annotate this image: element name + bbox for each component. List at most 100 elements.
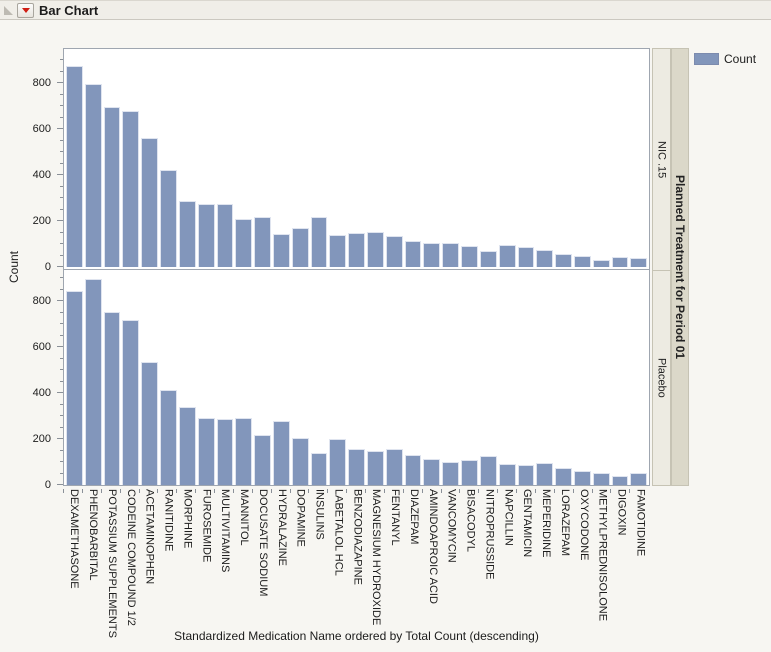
bar-multivitamins[interactable]: [216, 204, 234, 267]
bar-famotidine[interactable]: [630, 473, 648, 485]
bar-insulins[interactable]: [310, 453, 328, 485]
bar-ranitidine[interactable]: [160, 390, 177, 485]
bar-acetaminophen[interactable]: [141, 362, 159, 485]
bar-fentanyl[interactable]: [385, 449, 403, 485]
bar-magnesium-hydroxide[interactable]: [367, 232, 384, 267]
bar-labetalol-hcl[interactable]: [329, 439, 347, 485]
bar-magnesium-hydroxide[interactable]: [367, 451, 384, 485]
x-tick-label: MULTIVITAMINS: [214, 489, 233, 629]
bar-meperidine[interactable]: [536, 250, 554, 267]
bar-ranitidine[interactable]: [160, 170, 177, 267]
plot-frame: [63, 48, 650, 486]
panel-label-nic-15: NIC .15: [653, 49, 670, 271]
bar-docusate-sodium[interactable]: [254, 217, 271, 267]
y-tick: [60, 254, 63, 256]
x-tick-label: LABETALOL HCL: [327, 489, 346, 629]
bar-dexamethasone[interactable]: [66, 291, 83, 485]
bar-methylprednisolone[interactable]: [592, 260, 610, 267]
x-tick-label: FUROSEMIDE: [195, 489, 214, 629]
bar-docusate-sodium[interactable]: [254, 435, 271, 485]
x-tick-label: OXYCODONE: [572, 489, 592, 629]
bar-digoxin[interactable]: [611, 257, 629, 267]
bar-amindoaproic-acid[interactable]: [423, 243, 441, 267]
bar-lorazepam[interactable]: [555, 468, 572, 485]
bars-nic-15: [64, 66, 649, 267]
bar-amindoaproic-acid[interactable]: [423, 459, 441, 485]
bar-furosemide[interactable]: [197, 418, 215, 485]
y-tick: [57, 438, 63, 439]
bar-codeine-compound-1-2[interactable]: [122, 320, 140, 485]
x-tick-label: RANITIDINE: [157, 489, 176, 629]
bar-vancomycin[interactable]: [442, 462, 460, 485]
y-tick: [60, 162, 63, 164]
bar-insulins[interactable]: [310, 217, 328, 267]
bar-dexamethasone[interactable]: [66, 66, 83, 267]
bar-benzodiazapine[interactable]: [348, 233, 365, 267]
bar-mannitol[interactable]: [235, 219, 253, 267]
bar-potassium-supplements[interactable]: [103, 107, 121, 267]
bar-dopamine[interactable]: [291, 438, 309, 485]
bar-gentamicin[interactable]: [517, 465, 535, 485]
y-tick: [60, 231, 63, 233]
bar-nitroprusside[interactable]: [479, 251, 497, 267]
bar-lorazepam[interactable]: [555, 254, 572, 267]
bar-phenobarbital[interactable]: [84, 279, 102, 485]
x-tick-label: METHYLPREDNISOLONE: [591, 489, 611, 629]
bar-morphine[interactable]: [178, 201, 196, 267]
bar-furosemide[interactable]: [197, 204, 215, 267]
panel-label-placebo: Placebo: [655, 358, 668, 398]
y-axis-ticks-bottom: [40, 270, 63, 485]
bar-oxycodone[interactable]: [573, 256, 591, 267]
bar-potassium-supplements[interactable]: [103, 312, 121, 485]
x-tick-label: MANNITOL: [232, 489, 252, 629]
bar-mannitol[interactable]: [235, 418, 253, 485]
y-tick: [57, 346, 63, 347]
bar-benzodiazapine[interactable]: [348, 449, 365, 485]
legend-label: Count: [724, 52, 757, 66]
bar-fentanyl[interactable]: [385, 236, 403, 267]
bar-hydralazine[interactable]: [272, 234, 290, 267]
y-tick-label: 800: [32, 77, 51, 89]
bar-oxycodone[interactable]: [573, 471, 591, 485]
y-tick: [60, 151, 63, 152]
y-tick: [57, 174, 63, 175]
y-tick: [60, 243, 63, 244]
bar-diazepam[interactable]: [404, 241, 422, 267]
y-tick: [60, 426, 63, 428]
bar-acetaminophen[interactable]: [141, 138, 159, 267]
bar-napcillin[interactable]: [498, 245, 516, 267]
x-tick-label: DEXAMETHASONE: [63, 489, 82, 629]
bar-vancomycin[interactable]: [442, 243, 460, 267]
legend-swatch[interactable]: [694, 53, 719, 65]
y-tick: [57, 300, 63, 301]
x-axis-labels: DEXAMETHASONE PHENOBARBITAL POTASSIUM SUPP…: [63, 489, 650, 638]
bar-diazepam[interactable]: [404, 455, 422, 485]
collapse-triangle-icon[interactable]: [4, 5, 13, 15]
y-tick: [60, 403, 63, 405]
x-tick-label: POTASSIUM SUPPLEMENTS: [100, 489, 120, 638]
bar-famotidine[interactable]: [630, 258, 648, 267]
bar-napcillin[interactable]: [498, 464, 516, 485]
bar-morphine[interactable]: [178, 407, 196, 485]
bar-bisacodyl[interactable]: [461, 460, 478, 485]
x-tick-label: CODEINE COMPOUND 1/2: [119, 489, 139, 629]
y-tick: [60, 415, 63, 416]
bar-methylprednisolone[interactable]: [592, 473, 610, 485]
bar-digoxin[interactable]: [611, 476, 629, 485]
bar-nitroprusside[interactable]: [479, 456, 497, 485]
x-tick-label: BISACODYL: [459, 489, 478, 629]
bar-dopamine[interactable]: [291, 228, 309, 267]
bar-multivitamins[interactable]: [216, 419, 234, 485]
bar-codeine-compound-1-2[interactable]: [122, 111, 140, 267]
bar-hydralazine[interactable]: [272, 421, 290, 485]
bar-labetalol-hcl[interactable]: [329, 235, 347, 267]
y-tick-label: 200: [32, 433, 51, 445]
bar-phenobarbital[interactable]: [84, 84, 102, 267]
bar-gentamicin[interactable]: [517, 247, 535, 267]
bar-bisacodyl[interactable]: [461, 246, 478, 267]
y-tick: [60, 70, 63, 72]
bar-meperidine[interactable]: [536, 463, 554, 485]
report-title-bar: Bar Chart: [0, 0, 771, 20]
red-triangle-menu-icon[interactable]: [17, 2, 34, 18]
